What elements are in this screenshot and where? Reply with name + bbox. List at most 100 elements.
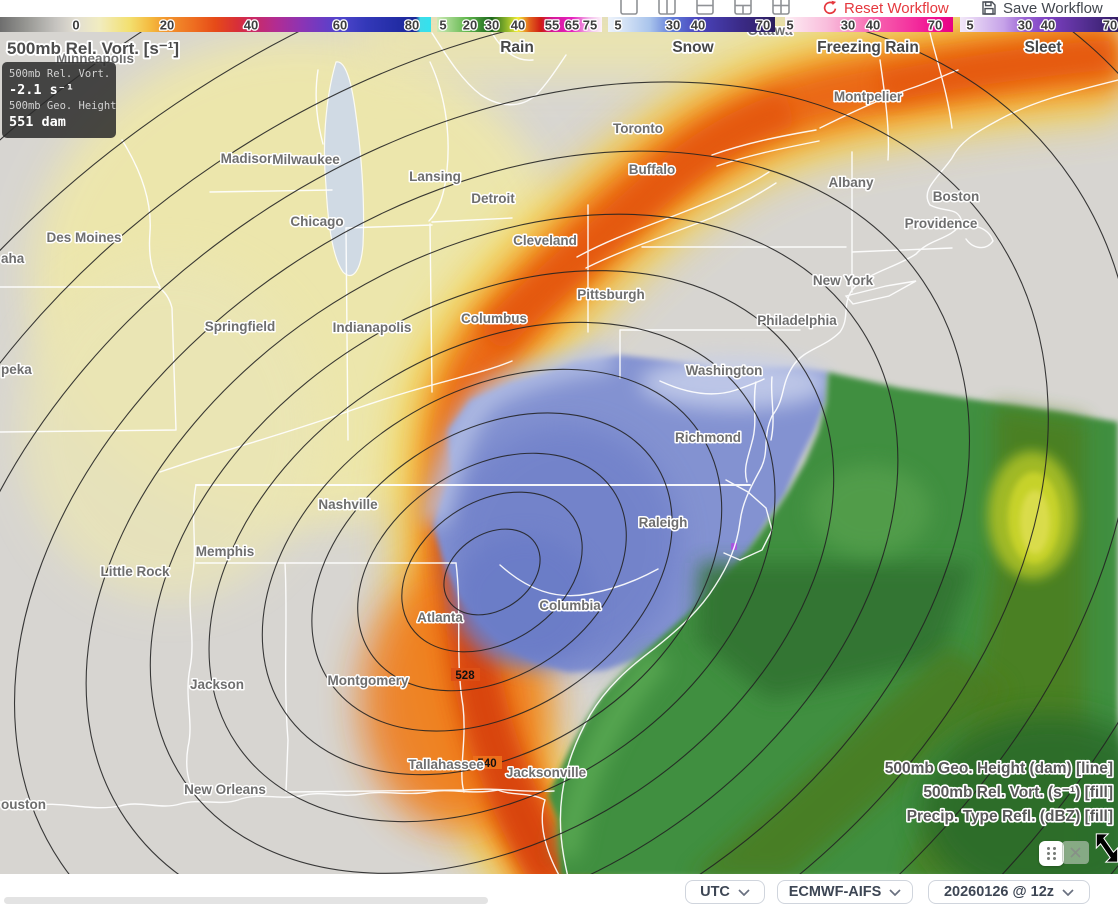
city-label: Richmond: [675, 430, 741, 445]
layout-single-pane-button[interactable]: [619, 0, 639, 16]
city-label-partial: aha: [1, 251, 25, 266]
chevron-down-icon: [1062, 888, 1074, 896]
city-label: Little Rock: [100, 564, 170, 579]
freezing-rain-tick: 5: [786, 18, 793, 33]
city-label: Springfield: [205, 319, 276, 334]
legend-line-height: 500mb Geo. Height (dam) [line]: [885, 760, 1113, 777]
layout-four-pane-grid-button[interactable]: [771, 0, 791, 16]
city-label: Nashville: [318, 497, 378, 512]
vorticity-fill-layer: [20, 17, 1118, 877]
city-label: Toronto: [613, 121, 663, 136]
city-label: Boston: [933, 189, 980, 204]
city-label: Milwaukee: [272, 152, 340, 167]
model-dropdown[interactable]: ECMWF-AIFS: [777, 880, 913, 904]
city-label: Tallahassee: [408, 757, 484, 772]
sleet-tick: 40: [1041, 18, 1055, 33]
city-label: Indianapolis: [333, 320, 412, 335]
city-label: Lansing: [409, 169, 461, 184]
city-label: Chicago: [290, 214, 343, 229]
layout-two-pane-vertical-button[interactable]: [657, 0, 677, 16]
field-title: 500mb Rel. Vort. [s⁻¹]: [7, 39, 179, 58]
run-time-value: 20260126 @ 12z: [943, 884, 1055, 900]
run-time-dropdown[interactable]: 20260126 @ 12z: [928, 880, 1090, 904]
two-pane-vertical-icon: [658, 0, 676, 15]
vort-tick: 0: [72, 18, 79, 33]
legend-line-precip: Precip. Type Refl. (dBZ) [fill]: [907, 808, 1113, 825]
city-label: New Orleans: [184, 782, 266, 797]
save-workflow-button[interactable]: Save Workflow: [981, 0, 1103, 17]
bottom-toolbar: UTC ECMWF-AIFS 20260126 @ 12z: [0, 874, 1118, 908]
probe-readout: 500mb Rel. Vort. -2.1 s⁻¹ 500mb Geo. Hei…: [2, 62, 116, 138]
city-label: Jacksonville: [506, 765, 587, 780]
contour-labels: 528 540: [451, 668, 502, 770]
snow-tick: 70: [756, 18, 770, 33]
city-labels-layer: Minneapolis Ottawa Madison Milwaukee Tor…: [0, 22, 981, 814]
city-label: Raleigh: [639, 515, 688, 530]
legend-drag-handle-button[interactable]: [1039, 841, 1064, 866]
freezing-rain-tick: 40: [866, 18, 880, 33]
city-label: Atlanta: [417, 610, 463, 625]
layout-three-pane-button[interactable]: [733, 0, 753, 16]
resize-cursor-icon: [1093, 831, 1118, 870]
close-icon: [1070, 847, 1081, 858]
snow-colorbar: [608, 17, 775, 32]
city-label: Washington: [686, 363, 763, 378]
reset-workflow-button[interactable]: Reset Workflow: [822, 0, 949, 17]
city-label: Philadelphia: [757, 313, 837, 328]
sleet-tick: 30: [1018, 18, 1032, 33]
probe-field1-value: -2.1 s⁻¹: [9, 82, 75, 98]
two-pane-horizontal-icon: [696, 0, 714, 15]
vort-tick: 40: [244, 18, 258, 33]
sleet-tick: 70: [1103, 18, 1117, 33]
timeline-scrollbar[interactable]: [4, 897, 488, 904]
city-label: Montgomery: [328, 673, 409, 688]
contour-label-528: 528: [455, 670, 475, 682]
freezing-rain-tick: 30: [841, 18, 855, 33]
sleet-colorbar: [960, 17, 1118, 32]
city-label: Des Moines: [46, 230, 121, 245]
snow-tick: 5: [614, 18, 621, 33]
city-label: Jackson: [190, 677, 244, 692]
city-label: Memphis: [196, 544, 255, 559]
city-label: Columbia: [539, 598, 601, 613]
lakes-layer: [323, 61, 365, 277]
city-label: Albany: [828, 175, 874, 190]
sleet-colorbar-label: Sleet: [1024, 39, 1061, 56]
vort-tick: 60: [333, 18, 347, 33]
layout-two-pane-horizontal-button[interactable]: [695, 0, 715, 16]
rain-tick: 65: [565, 18, 579, 33]
freezing-rain-tick: 70: [928, 18, 942, 33]
colorbar-strip: 0 20 40 60 80 5 20 30 40 55 65 75 5 30 4…: [0, 16, 1118, 58]
drag-handle-icon: [1047, 847, 1056, 860]
chevron-down-icon: [889, 888, 901, 896]
sleet-tick: 5: [966, 18, 973, 33]
vort-tick: 80: [405, 18, 419, 33]
city-label: Cleveland: [513, 233, 577, 248]
save-workflow-label: Save Workflow: [1003, 0, 1103, 17]
city-label: Providence: [905, 216, 978, 231]
city-label-partial: peka: [1, 362, 32, 377]
legend-close-button[interactable]: [1062, 841, 1089, 864]
rain-colorbar-label: Rain: [500, 39, 534, 56]
timezone-dropdown[interactable]: UTC: [685, 880, 765, 904]
layer-legend: 500mb Geo. Height (dam) [line] 500mb Rel…: [883, 758, 1114, 826]
rain-colorbar: [437, 17, 602, 32]
borders-layer: [0, 32, 1118, 877]
contour-label-540: 540: [477, 758, 496, 770]
city-label: Buffalo: [629, 162, 676, 177]
snow-tick: 30: [666, 18, 680, 33]
city-label: Detroit: [471, 191, 515, 206]
rain-tick: 20: [463, 18, 477, 33]
four-pane-grid-icon: [772, 0, 790, 15]
snow-tick: 40: [691, 18, 705, 33]
probe-field1-label: 500mb Rel. Vort.: [9, 68, 111, 80]
city-label: Montpelier: [834, 89, 903, 104]
probe-field2-value: 551 dam: [9, 114, 66, 130]
legend-line-vorticity: 500mb Rel. Vort. (s⁻¹) [fill]: [923, 784, 1113, 801]
model-value: ECMWF-AIFS: [788, 884, 882, 900]
chevron-down-icon: [738, 888, 750, 896]
rain-tick: 55: [545, 18, 559, 33]
